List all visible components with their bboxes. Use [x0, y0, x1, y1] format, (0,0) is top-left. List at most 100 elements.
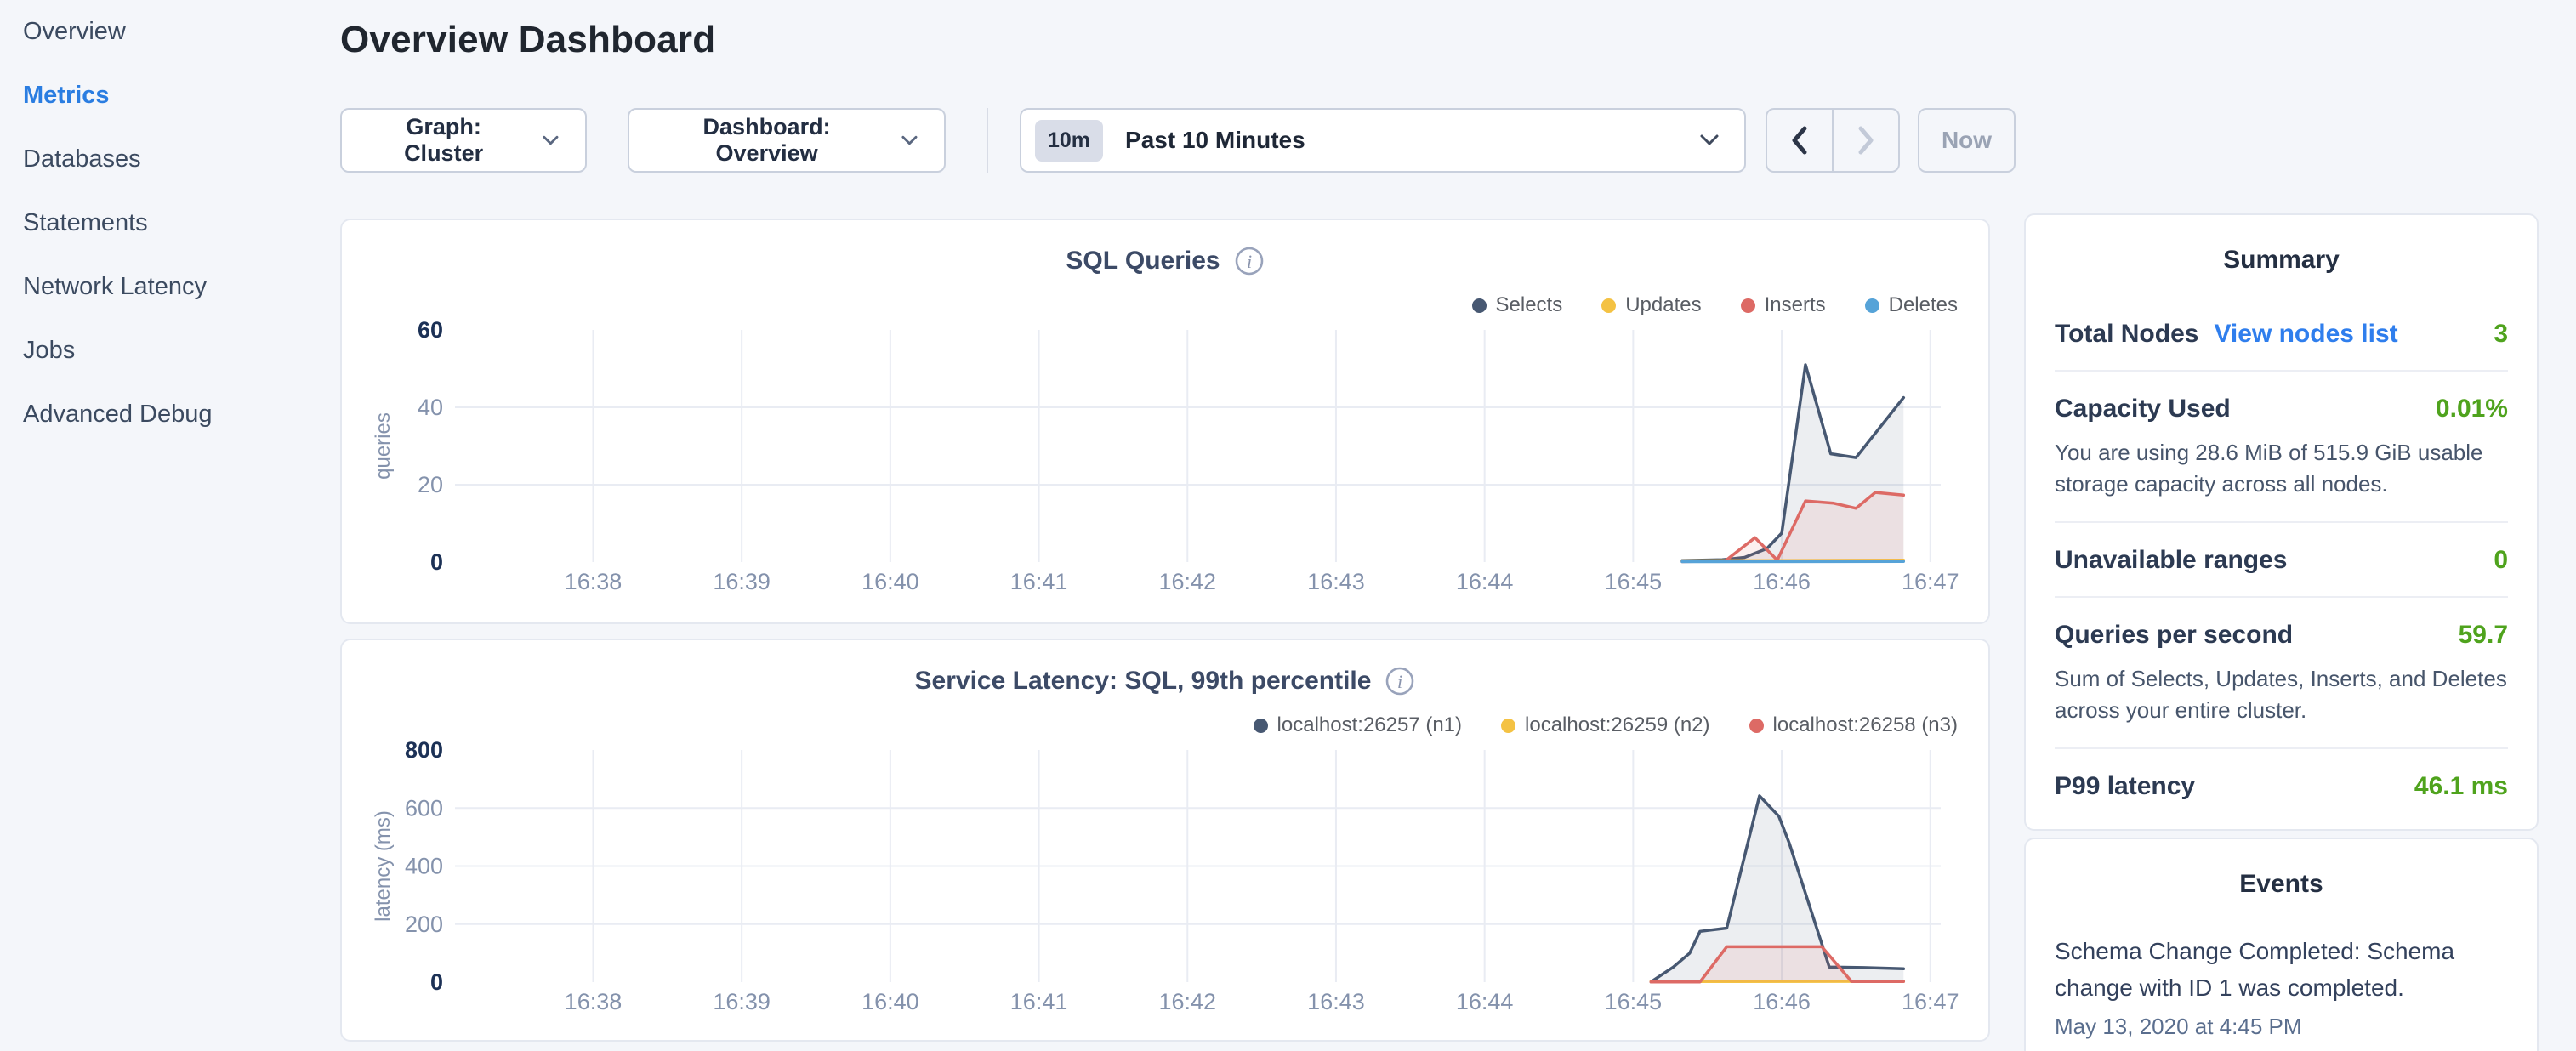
- sidebar-item-advanced-debug[interactable]: Advanced Debug: [23, 401, 213, 428]
- sidebar-item-overview[interactable]: Overview: [23, 18, 126, 45]
- y-tick-label: 0: [430, 549, 443, 575]
- dashboard-dropdown[interactable]: Dashboard: Overview: [628, 108, 946, 173]
- sql-queries-chart-card: 16:38 16:39 16:40 16:41 16:42 16:43 16:44 16:45…: [340, 219, 1990, 624]
- time-step-back-button[interactable]: [1767, 110, 1834, 171]
- x-tick-label: 16:39: [713, 989, 771, 1014]
- sidebar-item-databases[interactable]: Databases: [23, 145, 141, 173]
- x-tick-label: 16:38: [565, 569, 623, 594]
- service-latency-chart-card: 16:38 16:39 16:40 16:41 16:42 16:43 16:44 16:45…: [340, 639, 1990, 1042]
- right-sidebar: Summary Total Nodes View nodes list 3 Capac…: [2024, 213, 2539, 1051]
- legend-dot: [1601, 298, 1617, 313]
- sidebar-item-statements[interactable]: Statements: [23, 209, 148, 236]
- summary-row-line: Total Nodes View nodes list 3: [2055, 320, 2508, 349]
- summary-description: You are using 28.6 MiB of 515.9 GiB usab…: [2055, 440, 2483, 497]
- chart-title: Service Latency: SQL, 99th percentile: [914, 667, 1372, 695]
- chart-legend: Selects Updates Inserts Deletes: [1471, 293, 1958, 317]
- event-timestamp: May 13, 2020 at 4:45 PM: [2055, 1013, 2302, 1039]
- info-icon[interactable]: i: [1234, 246, 1265, 276]
- legend-label: Selects: [1495, 293, 1563, 316]
- summary-value: 0.01%: [2435, 395, 2508, 423]
- controls-bar: Graph: Cluster Dashboard: Overview 10m P…: [340, 108, 2016, 173]
- x-tick-label: 16:38: [565, 989, 623, 1014]
- legend-item: Selects: [1471, 293, 1563, 317]
- svg-text:i: i: [1247, 251, 1252, 272]
- summary-value: 0: [2494, 545, 2508, 574]
- x-tick-label: 16:41: [1010, 569, 1068, 594]
- y-tick-label: 40: [418, 395, 443, 420]
- info-icon[interactable]: i: [1385, 666, 1415, 696]
- time-range-dropdown[interactable]: 10m Past 10 Minutes: [1020, 108, 1746, 173]
- summary-row-3: Queries per second 59.7 Sum of Selects, Up…: [2055, 598, 2508, 749]
- series-area: [1682, 492, 1904, 562]
- summary-row-line: Unavailable ranges 0: [2055, 546, 2508, 575]
- time-step-forward-button[interactable]: [1834, 110, 1898, 171]
- legend-item: Inserts: [1740, 293, 1826, 317]
- summary-row-line: Queries per second 59.7: [2055, 621, 2508, 650]
- legend-dot: [1749, 718, 1764, 733]
- chevron-down-icon: [1700, 134, 1719, 145]
- legend-label: localhost:26257 (n1): [1277, 713, 1463, 736]
- x-tick-label: 16:41: [1010, 989, 1068, 1014]
- summary-label: Unavailable ranges: [2055, 545, 2288, 574]
- series-line: [1649, 945, 1906, 984]
- time-range-badge: 10m: [1035, 119, 1104, 162]
- now-button[interactable]: Now: [1918, 108, 2016, 173]
- summary-label: P99 latency: [2055, 771, 2196, 800]
- event-text: Schema Change Completed: Schema change w…: [2055, 938, 2455, 1002]
- series-area: [1651, 946, 1904, 982]
- x-tick-label: 16:44: [1456, 569, 1514, 594]
- events-list: Schema Change Completed: Schema change w…: [2055, 933, 2508, 1040]
- legend-label: localhost:26259 (n2): [1525, 713, 1710, 736]
- y-tick-label: 800: [405, 737, 443, 763]
- time-range-label: Past 10 Minutes: [1125, 127, 1305, 153]
- summary-value: 3: [2494, 320, 2508, 348]
- view-nodes-list-link[interactable]: View nodes list: [2214, 320, 2398, 348]
- chart-header: SQL Queries i: [342, 246, 1988, 276]
- legend-item: localhost:26258 (n3): [1749, 713, 1958, 737]
- y-tick-label: 0: [430, 969, 443, 995]
- summary-label: Queries per second: [2055, 620, 2294, 649]
- y-tick-label: 20: [418, 472, 443, 497]
- x-tick-label: 16:40: [862, 989, 919, 1014]
- y-axis-label: latency (ms): [372, 810, 395, 922]
- main-content: Overview Dashboard Graph: Cluster Dashbo…: [340, 0, 2016, 1051]
- series-area: [1651, 795, 1904, 982]
- legend-dot: [1740, 298, 1755, 313]
- summary-row-line: P99 latency 46.1 ms: [2055, 772, 2508, 801]
- legend-item: localhost:26259 (n2): [1501, 713, 1710, 737]
- summary-value: 59.7: [2458, 620, 2508, 649]
- legend-label: Updates: [1625, 293, 1702, 316]
- time-step-button-group: [1766, 108, 1900, 173]
- graph-scope-dropdown[interactable]: Graph: Cluster: [340, 108, 587, 173]
- chevron-down-icon: [901, 135, 918, 145]
- legend-item: localhost:26257 (n1): [1253, 713, 1463, 737]
- y-tick-label: 400: [405, 854, 443, 879]
- y-tick-label: 200: [405, 912, 443, 937]
- summary-row-0: Total Nodes View nodes list 3: [2055, 297, 2508, 372]
- sidebar-item-metrics[interactable]: Metrics: [23, 82, 110, 109]
- sql-queries-chart-svg: 16:38 16:39 16:40 16:41 16:42 16:43 16:44 16:45…: [372, 317, 1959, 594]
- events-title: Events: [2239, 870, 2323, 898]
- x-tick-label: 16:45: [1605, 569, 1663, 594]
- event-item[interactable]: Schema Change Completed: Schema change w…: [2055, 933, 2508, 1040]
- x-tick-label: 16:42: [1158, 989, 1216, 1014]
- legend-label: localhost:26258 (n3): [1772, 713, 1958, 736]
- legend-dot: [1253, 718, 1268, 733]
- x-tick-label: 16:47: [1902, 989, 1959, 1014]
- sidebar-item-network-latency[interactable]: Network Latency: [23, 273, 207, 300]
- y-tick-label: 60: [418, 317, 443, 343]
- sidebar-item-jobs[interactable]: Jobs: [23, 337, 76, 364]
- summary-rows: Total Nodes View nodes list 3 Capacity Used…: [2055, 297, 2508, 822]
- service-latency-chart-svg: 16:38 16:39 16:40 16:41 16:42 16:43 16:44 16:45…: [372, 737, 1959, 1014]
- dashboard-dropdown-label: Dashboard: Overview: [702, 114, 831, 166]
- x-tick-label: 16:39: [713, 569, 771, 594]
- chart-legend: localhost:26257 (n1) localhost:26259 (n2)…: [1253, 713, 1958, 737]
- legend-label: Inserts: [1764, 293, 1826, 316]
- y-axis-label: queries: [372, 412, 395, 480]
- x-tick-label: 16:40: [862, 569, 919, 594]
- summary-row-2: Unavailable ranges 0: [2055, 523, 2508, 598]
- summary-row-4: P99 latency 46.1 ms: [2055, 749, 2508, 822]
- legend-item: Updates: [1601, 293, 1702, 317]
- legend-dot: [1471, 298, 1487, 313]
